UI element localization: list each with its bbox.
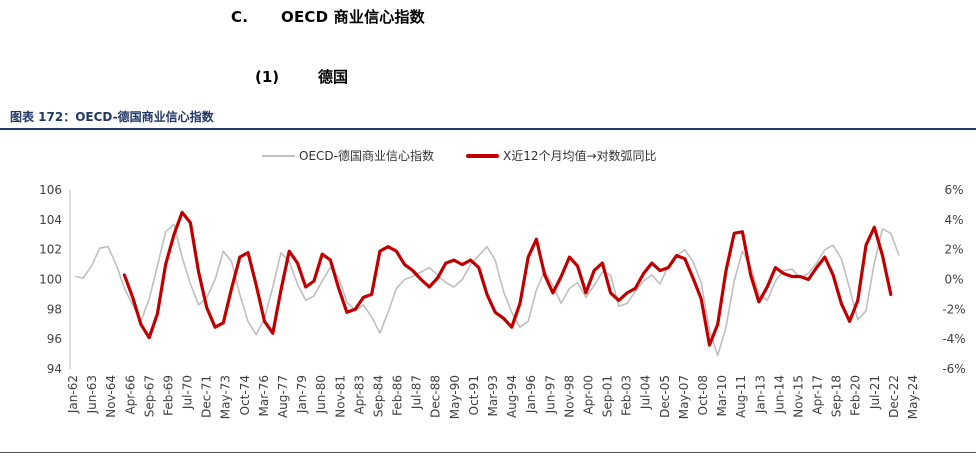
x-tick-label: Oct-08 [696,375,710,415]
x-tick-label: Jan-13 [753,375,767,414]
x-tick-label: Jan-96 [524,375,538,414]
y-right-tick-label: 6% [944,183,963,197]
section-heading: C. OECD 商业信心指数 [231,6,425,27]
x-tick-label: Nov-98 [562,375,576,418]
bottom-divider [0,452,976,453]
x-tick-label: Apr-00 [581,375,595,415]
series-line-yoy [122,210,893,347]
x-tick-label: Oct-91 [467,375,481,415]
x-tick-label: Apr-66 [123,375,137,415]
x-tick-label: Dec-88 [429,375,443,418]
x-tick-label: Sep-84 [371,375,385,417]
subsection-heading: (1) 德国 [255,66,348,87]
x-tick-label: Jul-04 [639,375,653,410]
y-right-tick-label: -4% [942,332,965,346]
legend-swatch-gray [262,154,295,157]
x-tick-label: May-90 [448,375,462,419]
x-tick-label: Dec-22 [887,375,901,418]
x-tick-label: Jul-87 [410,375,424,410]
x-tick-label: Aug-11 [734,375,748,418]
y-left-tick-label: 104 [39,213,62,227]
y-left-tick-label: 106 [39,183,62,197]
x-tick-label: Sep-01 [601,375,615,417]
x-tick-label: Jan-79 [295,375,309,414]
x-tick-label: Apr-17 [811,375,825,415]
x-tick-label: Nov-64 [104,375,118,418]
x-tick-label: May-07 [677,375,691,419]
x-tick-label: Aug-77 [276,375,290,418]
line-chart: 94 96 98 100 102 104 106 -6% -4% -2% 0% 2% 4% 6% Jan-6… [39,183,966,419]
figure-title-divider [0,128,976,130]
section-title: OECD 商业信心指数 [281,8,425,26]
x-tick-label: Mar-93 [486,375,500,416]
legend-item-yoy: X近12个月均值→对数弧同比 [465,147,657,164]
x-tick-label: Nov-15 [791,375,805,418]
y-left-tick-label: 102 [39,243,62,257]
y-right-tick-label: 4% [944,213,963,227]
x-tick-label: Dec-05 [658,375,672,418]
figure-title: 图表 172：OECD-德国商业信心指数 [10,110,214,124]
y-right-tick-label: 0% [944,273,963,287]
y-left-tick-label: 98 [47,302,62,316]
legend-item-index: OECD-德国商业信心指数 [262,147,434,164]
x-tick-label: May-73 [219,375,233,419]
x-tick-label: Mar-76 [257,375,271,416]
x-tick-label: Jun-14 [772,375,786,414]
y-left-tick-label: 100 [39,273,62,287]
subsection-title: 德国 [318,68,349,86]
legend-swatch-red [465,153,499,158]
legend-label-index: OECD-德国商业信心指数 [299,149,434,163]
x-tick-label: Sep-67 [142,375,156,417]
x-tick-label: Aug-94 [505,375,519,418]
x-tick-label: Apr-83 [352,375,366,415]
y-right-tick-label: 2% [944,243,963,257]
x-tick-label: May-24 [906,375,920,419]
x-tick-label: Nov-81 [333,375,347,418]
x-tick-label: Feb-86 [391,375,405,416]
y-left-tick-label: 94 [47,362,62,376]
x-tick-label: Feb-69 [161,375,175,416]
x-tick-label: Jul-21 [868,375,882,410]
x-tick-label: Jan-62 [66,375,80,414]
x-tick-label: Oct-74 [238,375,252,415]
x-tick-label: Jun-80 [314,375,328,414]
section-number: C. [231,8,249,26]
x-tick-label: Jun-63 [85,375,99,414]
x-tick-label: Jun-97 [543,375,557,414]
legend-label-yoy: X近12个月均值→对数弧同比 [502,149,657,163]
x-tick-label: Mar-10 [715,375,729,416]
x-tick-label: Feb-03 [620,375,634,416]
y-left-tick-label: 96 [47,332,62,346]
x-tick-label: Feb-20 [849,375,863,416]
y-right-tick-label: -2% [942,302,965,316]
x-tick-label: Dec-71 [200,375,214,418]
x-tick-label: Jul-70 [181,375,195,410]
y-right-tick-label: -6% [942,362,965,376]
chart-legend: OECD-德国商业信心指数 X近12个月均值→对数弧同比 [262,147,689,164]
subsection-number: (1) [255,68,280,86]
x-tick-label: Sep-18 [830,375,844,417]
